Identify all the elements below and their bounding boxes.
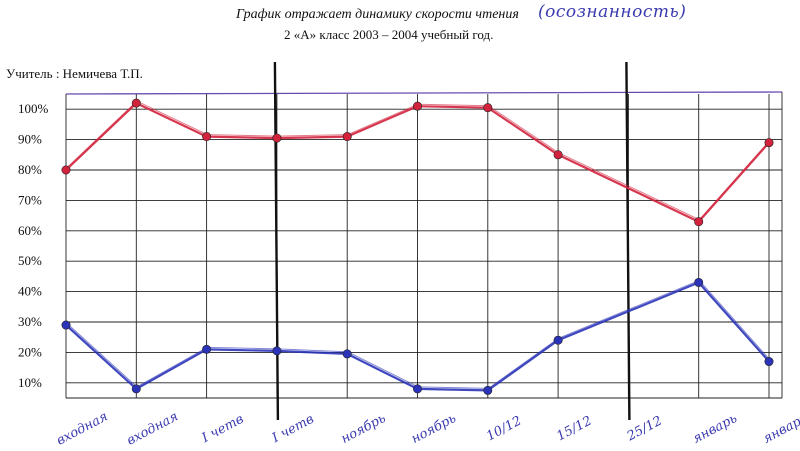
chart-title-handwritten: (осознанность) (538, 2, 687, 22)
y-tick-label: 40% (18, 284, 42, 299)
x-tick-label: январь (761, 411, 800, 447)
x-tick-label: I четв (199, 412, 247, 447)
y-tick-label: 10% (18, 375, 42, 390)
data-point-series-1 (412, 101, 422, 111)
x-tick-label: 15/12 (554, 413, 594, 444)
y-tick-label: 20% (18, 344, 42, 359)
data-point-series-1 (202, 132, 212, 142)
y-tick-label: 30% (18, 314, 42, 329)
data-point-series-2 (61, 320, 71, 330)
data-point-series-2 (272, 346, 282, 356)
data-point-series-2 (131, 384, 141, 394)
data-point-series-1 (272, 133, 282, 143)
vertical-markers (273, 61, 631, 421)
x-tick-label: I четв (269, 412, 317, 447)
data-point-series-1 (553, 150, 563, 160)
chart-title: График отражает динамику скорости чтения (236, 7, 519, 22)
data-point-series-2 (694, 277, 704, 287)
data-point-series-2 (412, 384, 422, 394)
series-line-2 (65, 281, 770, 392)
data-point-series-2 (342, 349, 352, 359)
chart-grid (65, 91, 783, 399)
term-divider-line (273, 61, 280, 421)
data-point-series-2 (764, 357, 774, 367)
data-point-series-2 (483, 385, 493, 395)
data-point-series-1 (61, 165, 71, 175)
data-point-series-1 (342, 132, 352, 142)
series-line-1-overstroke (66, 100, 770, 221)
term-divider-line (625, 61, 631, 421)
x-tick-label: ноябрь (409, 411, 459, 447)
x-tick-label: январь (690, 411, 739, 447)
y-tick-label: 50% (18, 253, 42, 268)
x-tick-label: ноябрь (339, 411, 389, 447)
y-axis-ticks: 10% 20% 30% 40% 50% 60% 70% 80% 90% 100% (18, 101, 49, 390)
data-point-series-2 (553, 335, 563, 345)
series-lines (61, 98, 774, 395)
y-tick-label: 90% (18, 132, 42, 147)
teacher-label: Учитель : Немичева Т.П. (6, 66, 143, 81)
y-tick-label: 80% (18, 162, 42, 177)
x-tick-label: входная (54, 409, 110, 448)
series-line-1 (65, 102, 770, 223)
data-point-series-1 (131, 98, 141, 108)
data-point-series-2 (202, 344, 212, 354)
series-line-2-overstroke (66, 279, 770, 389)
plot-top-border (65, 91, 783, 95)
x-axis-ticks: входная входная I четв I четв ноябрь ноябрь 10… (54, 409, 800, 448)
y-tick-label: 100% (18, 101, 49, 116)
x-tick-label: 10/12 (484, 413, 524, 444)
data-point-series-1 (483, 103, 493, 113)
chart-subtitle: 2 «А» класс 2003 – 2004 учебный год. (284, 27, 494, 42)
data-point-series-1 (694, 217, 704, 227)
y-tick-label: 60% (18, 223, 42, 238)
y-tick-label: 70% (18, 192, 42, 207)
data-point-series-1 (764, 138, 774, 148)
x-tick-label: входная (124, 409, 180, 448)
